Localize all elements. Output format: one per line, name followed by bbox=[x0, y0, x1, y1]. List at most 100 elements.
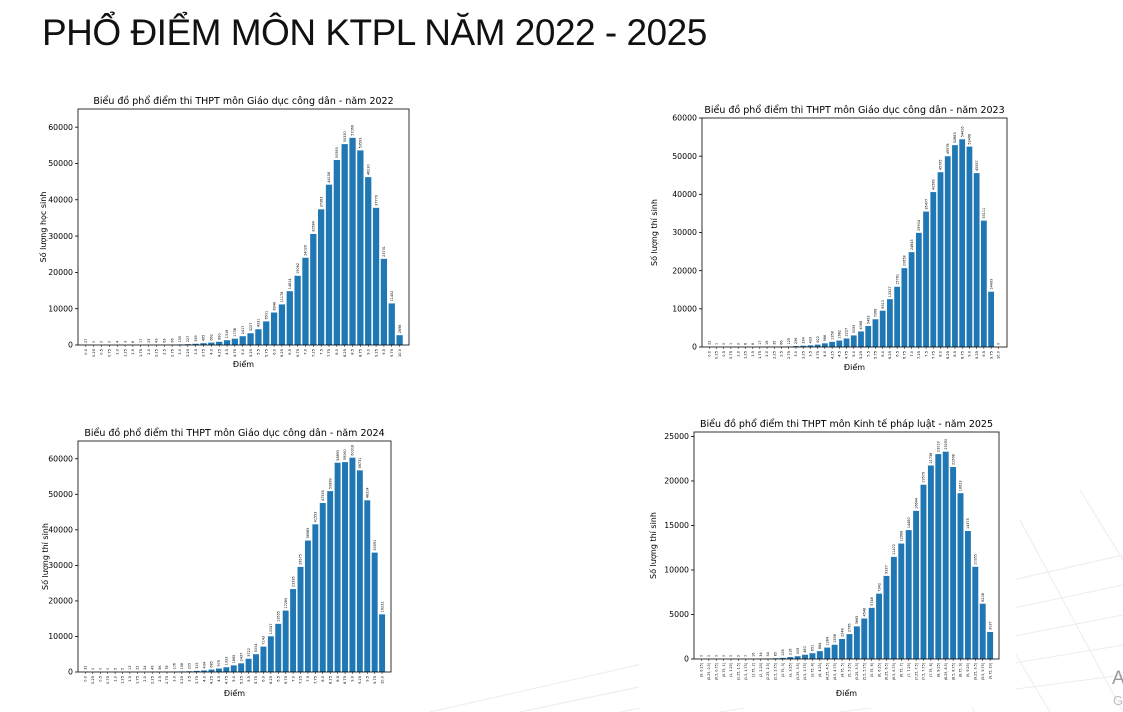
bar-data-label: 4548 bbox=[862, 608, 866, 617]
x-tick-label: 0.75 bbox=[729, 351, 733, 359]
x-tick-label: 4.5 bbox=[838, 351, 842, 357]
bar bbox=[814, 344, 821, 347]
bar-data-label: 5004 bbox=[254, 644, 258, 653]
bar bbox=[325, 184, 333, 345]
x-tick-label: 8.0 bbox=[939, 350, 943, 356]
bar bbox=[223, 667, 230, 672]
bar bbox=[883, 575, 890, 659]
y-tick-label: 30000 bbox=[48, 561, 73, 570]
bar bbox=[824, 647, 831, 659]
bar-data-label: 11472 bbox=[892, 544, 896, 555]
bar-data-label: 50899 bbox=[328, 478, 332, 489]
x-tick-label: 6.75 bbox=[284, 676, 288, 684]
x-tick-label: (3.75, 4] bbox=[811, 663, 815, 677]
bar-data-label: 0 bbox=[108, 341, 112, 343]
bar bbox=[294, 275, 301, 345]
bar-data-label: 50953 bbox=[335, 147, 339, 158]
bar-data-label: 9337 bbox=[885, 565, 889, 574]
x-tick-label: (1.75, 2] bbox=[751, 663, 755, 677]
x-tick-label: 0.75 bbox=[106, 676, 110, 684]
x-tick-label: 3.75 bbox=[202, 349, 206, 357]
bar bbox=[200, 343, 207, 345]
bar-data-label: 58890 bbox=[336, 450, 340, 461]
x-tick-label: 3.25 bbox=[186, 349, 190, 357]
bar bbox=[365, 177, 372, 345]
y-tick-label: 40000 bbox=[48, 195, 73, 204]
bar bbox=[802, 654, 809, 659]
y-tick-label: 0 bbox=[68, 341, 73, 350]
x-tick-label: 0.25 bbox=[91, 676, 95, 684]
bar bbox=[216, 341, 223, 345]
x-tick-label: 0.0 bbox=[84, 675, 88, 681]
bar-data-label: 2 bbox=[736, 343, 740, 345]
x-tick-label: (1.25, 1.5] bbox=[737, 663, 741, 680]
bar-data-label: 6501 bbox=[264, 311, 268, 320]
bar-data-label: 0 bbox=[707, 655, 711, 657]
bar-data-label: 14480 bbox=[907, 517, 911, 528]
chart-title: Biểu đồ phổ điểm thi THPT môn Giáo dục c… bbox=[704, 105, 1004, 116]
bar-data-label: 3 bbox=[123, 341, 127, 343]
x-tick-label: (5.25, 5.5] bbox=[855, 663, 859, 680]
x-tick-label: (5, 5.25] bbox=[848, 663, 852, 677]
bar-data-label: 0 bbox=[106, 668, 110, 670]
x-tick-label: 6.5 bbox=[895, 351, 899, 357]
x-tick-label: 0.75 bbox=[108, 349, 112, 357]
y-tick-label: 0 bbox=[68, 668, 73, 677]
y-tick-label: 50000 bbox=[672, 152, 697, 161]
bar-data-label: 17 bbox=[139, 339, 143, 343]
bar-data-label: 433 bbox=[809, 337, 813, 343]
bar-data-label: 0 bbox=[92, 341, 96, 343]
x-tick-label: (9.25, 9.5] bbox=[974, 663, 978, 680]
x-tick-label: 4.0 bbox=[202, 675, 206, 681]
bar bbox=[380, 258, 388, 345]
x-tick-label: (4.75, 5] bbox=[840, 663, 844, 677]
bar-data-label: 334 bbox=[801, 337, 805, 343]
x-tick-label: 1.5 bbox=[751, 351, 755, 357]
bar bbox=[920, 484, 927, 659]
x-tick-label: (8.75, 9] bbox=[959, 663, 963, 677]
bar-data-label: 13 bbox=[128, 666, 132, 670]
bar-data-label: 0 bbox=[722, 343, 726, 345]
bar-data-label: 37779 bbox=[374, 195, 378, 206]
x-tick-label: 8.5 bbox=[351, 349, 355, 355]
bar bbox=[184, 344, 191, 345]
bar-data-label: 56 bbox=[158, 665, 162, 669]
y-tick-label: 25000 bbox=[664, 432, 689, 441]
bar-data-label: 434 bbox=[202, 662, 206, 668]
chart-title: Biểu đồ phổ điểm thi THPT môn Giáo dục c… bbox=[84, 428, 384, 439]
bar-data-label: 48314 bbox=[365, 488, 369, 499]
x-tick-label: 8.25 bbox=[343, 349, 347, 357]
x-tick-label: 5.5 bbox=[257, 349, 261, 355]
x-tick-label: (6.5, 6.75] bbox=[892, 663, 896, 680]
x-tick-label: (3.5, 3.75] bbox=[803, 663, 807, 680]
bar bbox=[930, 192, 937, 347]
x-tick-label: 7.0 bbox=[291, 675, 295, 681]
bar-data-label: 24 bbox=[143, 666, 147, 670]
x-tick-label: (0.5, 0.75] bbox=[714, 663, 718, 680]
x-tick-label: 5.25 bbox=[239, 676, 243, 684]
bar bbox=[192, 343, 199, 345]
x-tick-label: 10.0 bbox=[398, 348, 402, 357]
x-tick-label: 1.0 bbox=[113, 675, 117, 681]
y-tick-label: 10000 bbox=[48, 632, 73, 641]
x-tick-label: 8.75 bbox=[960, 351, 964, 359]
bar bbox=[952, 145, 958, 347]
bar-data-label: 106 bbox=[173, 663, 177, 669]
bar-data-label: 43 bbox=[155, 339, 159, 343]
y-axis-label: Số lượng thí sinh bbox=[40, 523, 50, 590]
x-tick-label: 8.0 bbox=[335, 348, 339, 354]
x-tick-label: (2.25, 2.5] bbox=[766, 663, 770, 680]
bar-data-label: 46230 bbox=[366, 164, 370, 175]
x-tick-label: 4.0 bbox=[210, 348, 214, 354]
bar-data-label: 9510 bbox=[881, 300, 885, 309]
x-tick-label: 0.5 bbox=[100, 349, 104, 355]
bar-data-label: 17 bbox=[758, 341, 762, 345]
bar bbox=[253, 654, 259, 672]
x-tick-label: 0.5 bbox=[98, 676, 102, 682]
bar-data-label: 45557 bbox=[975, 160, 979, 171]
y-tick-label: 15000 bbox=[664, 521, 689, 530]
x-tick-label: (7.25, 7.5] bbox=[914, 663, 918, 680]
bar bbox=[944, 156, 951, 347]
bar-data-label: 2227 bbox=[845, 328, 849, 337]
x-tick-label: 6.25 bbox=[269, 676, 273, 684]
